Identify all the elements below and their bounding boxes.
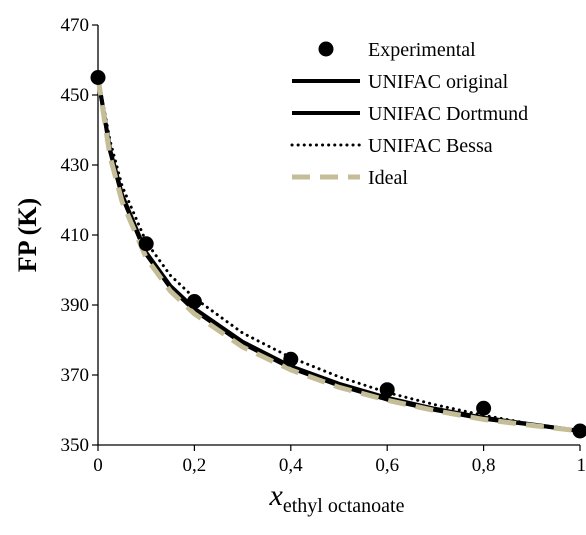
experimental-point — [476, 400, 492, 416]
x-tick-label: 0,2 — [183, 455, 207, 476]
x-tick-label: 0,6 — [375, 455, 399, 476]
x-tick-label: 0,4 — [279, 455, 303, 476]
y-tick-label: 470 — [61, 15, 90, 36]
legend-label-unifac-dortmund: UNIFAC Dortmund — [368, 103, 528, 125]
x-tick-label: 0 — [93, 455, 103, 476]
legend-label-unifac-original: UNIFAC original — [368, 71, 509, 93]
y-tick-label: 450 — [61, 85, 90, 106]
x-tick-label: 1 — [577, 455, 586, 476]
experimental-point — [90, 70, 106, 85]
series-line-unifac-original — [96, 77, 581, 433]
legend-marker-experimental — [318, 41, 334, 57]
series-line-ideal — [95, 77, 581, 434]
legend-label-unifac-bessa: UNIFAC Bessa — [368, 135, 493, 157]
series-line-unifac-dortmund — [96, 77, 581, 433]
axes: 350 370 390 410 430 450 470 0 0,2 0,4 0,6 0,8 1 — [61, 15, 586, 476]
legend: Experimental UNIFAC original UNIFAC Dortmu… — [290, 39, 528, 189]
y-tick-label: 430 — [61, 155, 90, 176]
x-tick-label: 0,8 — [472, 455, 496, 476]
experimental-point — [572, 423, 586, 439]
y-axis-label: FP (K) — [13, 198, 42, 272]
x-axis-label: xethyl octanoate — [269, 479, 405, 517]
y-tick-label: 370 — [61, 365, 90, 386]
legend-label-experimental: Experimental — [368, 39, 476, 61]
experimental-point — [186, 294, 202, 309]
experimental-point — [283, 351, 299, 367]
x-axis-label-subscript: ethyl octanoate — [283, 495, 405, 517]
experimental-point — [379, 382, 395, 398]
y-tick-label: 390 — [61, 295, 90, 316]
experimental-point — [138, 236, 154, 252]
series-line-unifac-bessa — [96, 76, 582, 433]
legend-label-ideal: Ideal — [368, 167, 408, 189]
series-layer — [90, 70, 586, 439]
y-tick-label: 410 — [61, 225, 90, 246]
x-axis-label-main: x — [269, 479, 284, 512]
y-tick-label: 350 — [61, 435, 90, 456]
